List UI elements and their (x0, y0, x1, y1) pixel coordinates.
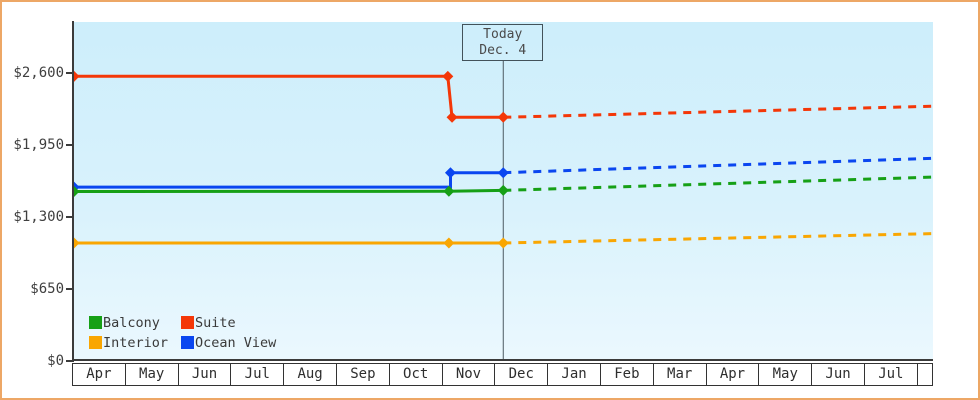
series-balcony-point (74, 186, 80, 198)
today-marker-box: Today Dec. 4 (462, 24, 544, 61)
x-axis-months: Apr May Jun Jul Aug Sep Oct Nov Dec Jan Feb Mar Apr M… (72, 363, 933, 386)
series-suite-point (446, 111, 458, 123)
legend-swatch (181, 336, 194, 349)
series-ocean-view-projected (503, 156, 933, 175)
series-suite-point (497, 111, 509, 123)
series-interior-point (74, 237, 80, 249)
y-tick-mark (66, 72, 73, 74)
y-tick-label: $2,600 (13, 65, 64, 81)
series-suite-solid (74, 74, 504, 119)
today-date-label: Dec. 4 (479, 43, 527, 58)
month-cell-jan: Jan (548, 363, 601, 386)
month-cell-stub (917, 363, 933, 386)
month-cell-mar: Mar (653, 363, 707, 386)
month-cell-may: May (125, 363, 179, 386)
today-label: Today (483, 27, 523, 42)
series-interior-projected (503, 232, 933, 245)
series-interior-point (497, 237, 509, 249)
y-tick-label: $0 (47, 353, 64, 369)
month-cell-jun: Jun (812, 363, 865, 386)
y-axis-line (72, 21, 74, 362)
y-tick-mark (66, 216, 73, 218)
plot-area (74, 22, 933, 361)
month-cell-feb: Feb (600, 363, 654, 386)
legend-item-interior: Interior (89, 333, 181, 352)
series-balcony-point (443, 185, 455, 197)
legend-item-ocean-view: Ocean View (181, 333, 276, 352)
series-ocean-view-point (444, 167, 456, 179)
series-balcony-projected (503, 175, 933, 192)
series-ocean-view-solid (74, 171, 504, 189)
y-tick-label: $1,950 (13, 137, 64, 153)
y-tick-mark (66, 288, 73, 290)
month-cell-dec: Dec (495, 363, 549, 386)
legend-swatch (181, 316, 194, 329)
chart-canvas (74, 61, 933, 361)
legend-label: Interior (103, 334, 169, 351)
month-cell-apr: Apr (706, 363, 760, 386)
month-cell-jul: Jul (231, 363, 285, 386)
series-suite-point (74, 70, 80, 82)
x-axis-line (72, 359, 933, 361)
legend-swatch (89, 316, 102, 329)
y-tick-mark (66, 144, 73, 146)
month-cell-apr: Apr (73, 363, 126, 386)
series-suite-point (442, 70, 454, 82)
legend: Balcony Suite Interior Ocean View (89, 313, 276, 352)
month-cell-nov: Nov (442, 363, 496, 386)
y-tick-mark (66, 360, 73, 362)
series-interior-point (443, 237, 455, 249)
month-cell-aug: Aug (284, 363, 337, 386)
month-cell-sep: Sep (336, 363, 390, 386)
month-cell-jul: Jul (864, 363, 918, 386)
legend-swatch (89, 336, 102, 349)
series-suite-projected (503, 104, 933, 119)
legend-item-balcony: Balcony (89, 313, 181, 332)
month-cell-oct: Oct (389, 363, 443, 386)
series-ocean-view-point (497, 167, 509, 179)
y-tick-label: $1,300 (13, 209, 64, 225)
legend-label: Suite (195, 314, 236, 331)
month-cell-jun: Jun (178, 363, 232, 386)
legend-label: Ocean View (195, 334, 277, 351)
legend-label: Balcony (103, 314, 160, 331)
legend-item-suite: Suite (181, 313, 276, 332)
series-balcony-solid (74, 188, 504, 193)
series-balcony-point (497, 184, 509, 196)
y-tick-label: $650 (30, 281, 64, 297)
month-cell-may: May (759, 363, 813, 386)
